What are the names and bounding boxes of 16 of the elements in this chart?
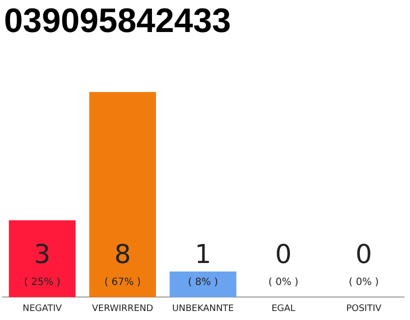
annotation: ( 0% ) [268, 277, 299, 288]
annotation: ( 25% ) [24, 277, 60, 288]
annotation: ( 0% ) [348, 277, 379, 288]
x-tick-label: UNBEKANNTE [172, 304, 234, 314]
data-label: 8 [114, 240, 131, 270]
x-tick-label: NEGATIV [22, 304, 63, 314]
data-label: 0 [356, 240, 372, 270]
data-label: 3 [34, 240, 50, 270]
annotation: ( 8% ) [188, 277, 218, 288]
data-label: 0 [275, 240, 292, 270]
chart-title: 039095842433 [4, 2, 231, 41]
data-label: 1 [194, 240, 212, 270]
annotation: ( 67% ) [104, 277, 141, 288]
x-tick-label: VERWIRREND [92, 304, 154, 314]
x-tick-label: EGAL [271, 304, 296, 314]
x-tick-label: POSITIV [346, 304, 382, 314]
